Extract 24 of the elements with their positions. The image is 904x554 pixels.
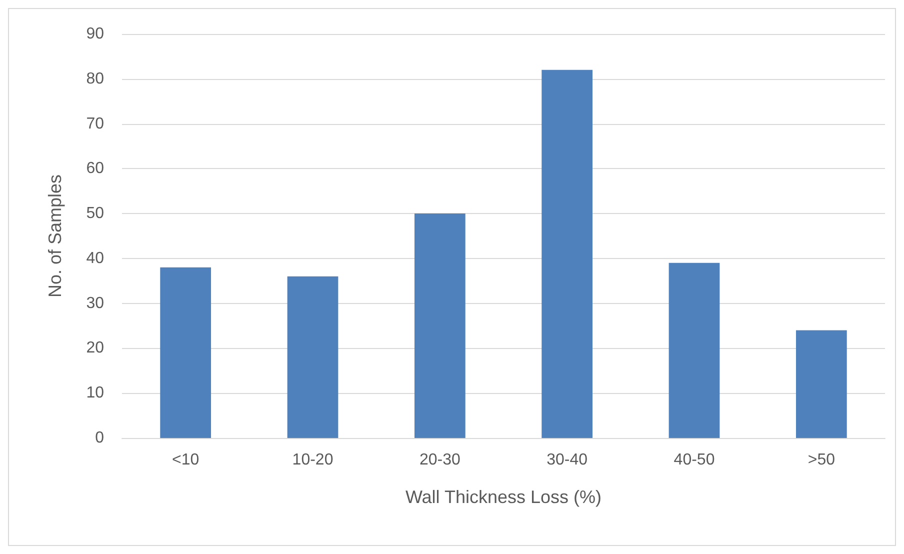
x-tick-label: 30-40 [546,452,588,468]
y-tick-label: 40 [86,250,104,267]
bar [542,70,593,438]
y-tick-label: 10 [86,384,104,402]
bar [414,214,466,438]
y-tick-label: 0 [95,430,104,446]
y-tick-label: 50 [86,205,104,222]
y-tick-label: 80 [86,70,104,88]
y-tick-label: 30 [86,294,104,312]
bar [287,276,338,438]
bar [668,262,720,438]
x-tick-label: <10 [172,452,200,468]
y-tick-label: 20 [86,340,104,357]
x-tick-label: 40-50 [674,452,715,468]
x-tick-label: 10-20 [292,452,334,468]
x-axis-title: Wall Thickness Loss (%) [405,487,602,507]
y-tick-label: 70 [86,115,104,132]
bar [160,267,212,438]
y-tick-label: 90 [86,26,104,42]
bar [796,330,847,438]
x-tick-label: >50 [808,452,836,468]
x-tick-label: 20-30 [419,452,460,468]
y-tick-label: 60 [86,160,104,178]
y-axis-title: No. of Samples [45,174,65,298]
